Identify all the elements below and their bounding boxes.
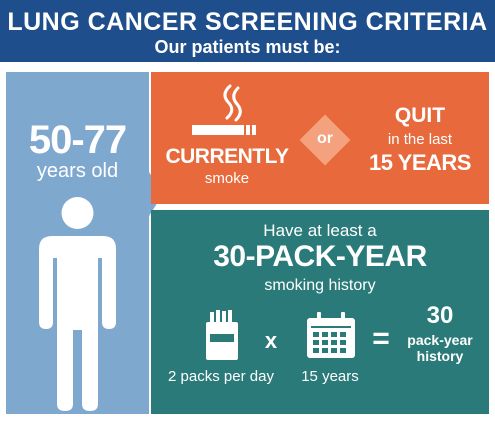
cigarette-pack-icon bbox=[205, 310, 239, 365]
years-label: 15 years bbox=[301, 368, 359, 385]
packs-per-day-label: 2 packs per day bbox=[168, 368, 274, 385]
pack-year-result: 30 bbox=[426, 302, 454, 329]
age-unit: years old bbox=[36, 160, 119, 182]
smoke-label: smoke bbox=[204, 170, 250, 187]
pack-year-result-suffix: history bbox=[416, 348, 464, 364]
calendar-icon bbox=[305, 312, 357, 363]
pack-year-result-unit: pack-year bbox=[407, 332, 473, 348]
page-title: LUNG CANCER SCREENING CRITERIA bbox=[7, 8, 488, 36]
equals-sign: = bbox=[372, 322, 390, 355]
multiply-sign: x bbox=[264, 328, 278, 353]
age-range: 50-77 bbox=[28, 118, 127, 162]
cigarette-icon bbox=[190, 84, 262, 143]
quit-years: 15 YEARS bbox=[369, 150, 471, 175]
quit-window-text: in the last bbox=[387, 131, 453, 148]
person-icon bbox=[28, 196, 127, 416]
header-banner bbox=[0, 0, 495, 62]
pack-year-headline: 30-PACK-YEAR bbox=[213, 240, 427, 273]
currently-label: CURRENTLY bbox=[165, 145, 289, 168]
history-intro: Have at least a bbox=[263, 221, 377, 240]
or-label: or bbox=[317, 130, 333, 147]
page-subtitle: Our patients must be: bbox=[154, 37, 341, 57]
quit-label: QUIT bbox=[394, 104, 446, 127]
history-outro: smoking history bbox=[264, 277, 376, 294]
